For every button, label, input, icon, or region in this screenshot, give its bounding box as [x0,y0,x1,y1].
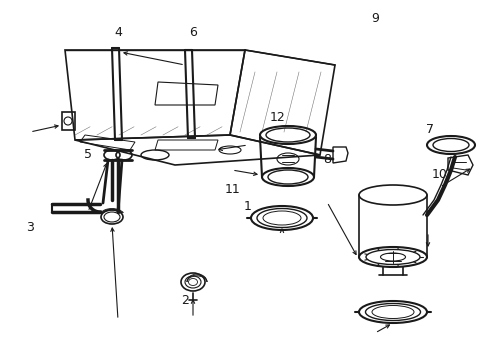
Text: 10: 10 [431,168,447,181]
Text: 1: 1 [244,201,251,213]
Text: 4: 4 [114,26,122,39]
Text: 11: 11 [224,184,241,197]
Text: 9: 9 [370,12,378,24]
Text: 8: 8 [323,153,330,166]
Text: 7: 7 [425,123,433,136]
Text: 3: 3 [26,221,34,234]
Text: 6: 6 [189,26,197,39]
Text: 12: 12 [269,112,285,125]
Text: 2: 2 [181,293,188,306]
Text: 5: 5 [84,148,92,162]
